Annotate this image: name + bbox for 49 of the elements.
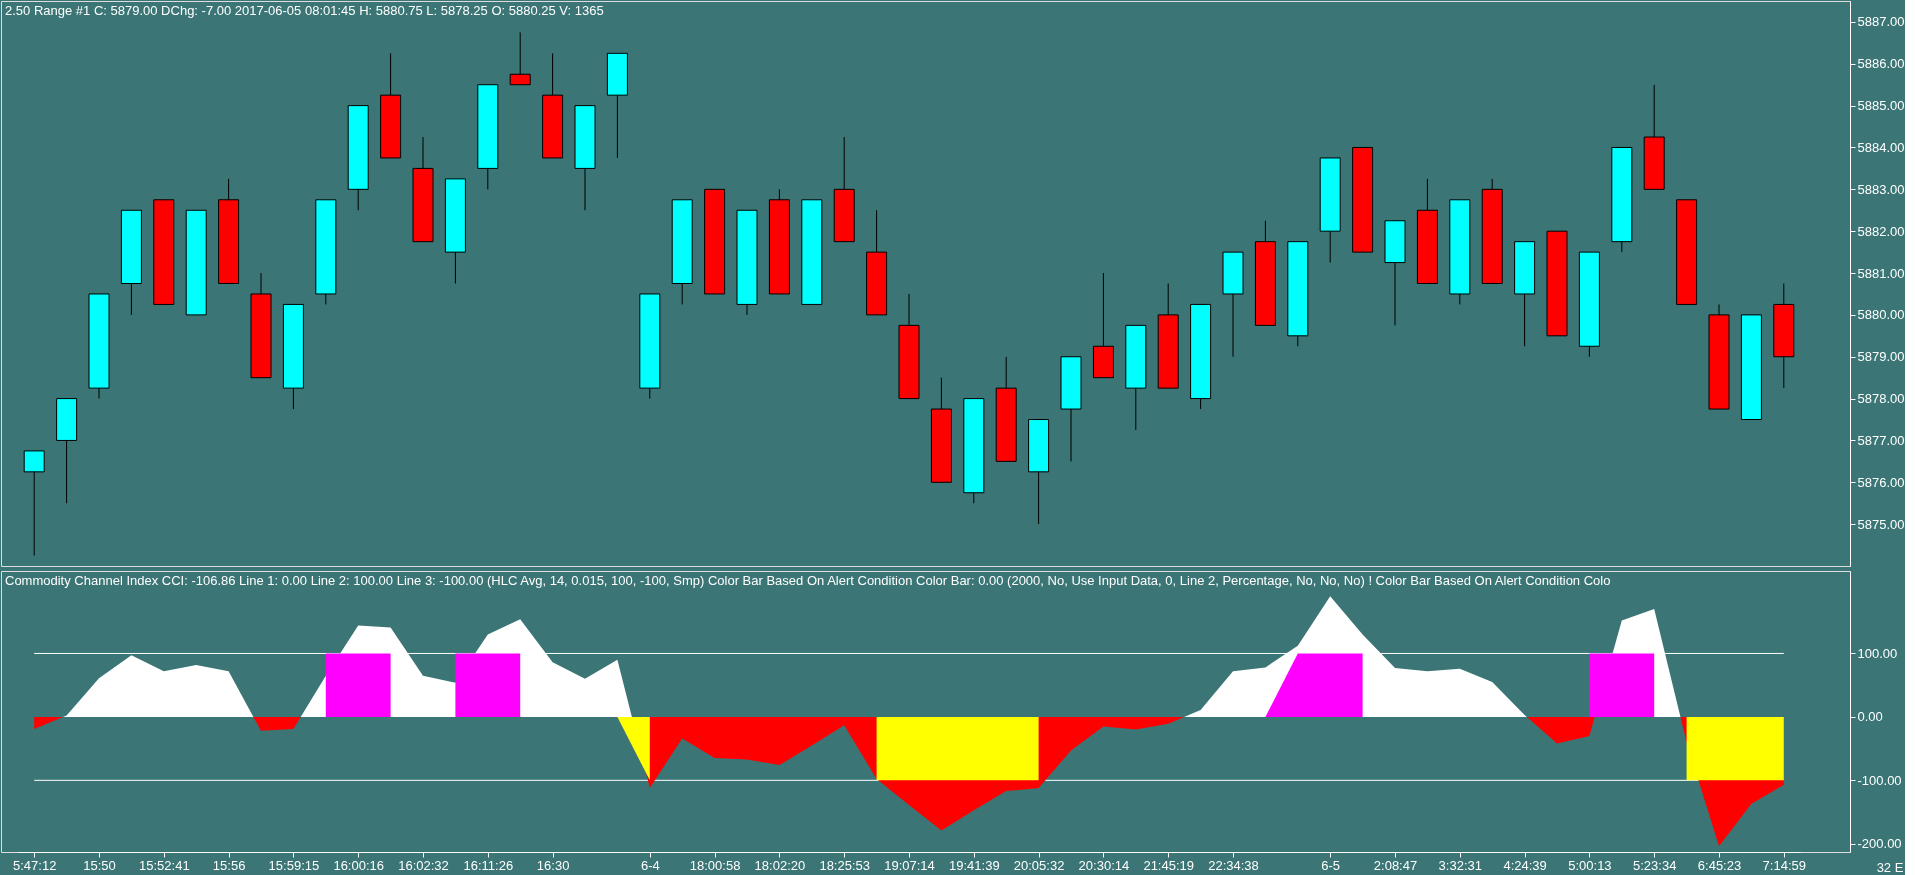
x-tick-label: 5:23:34: [1633, 857, 1677, 873]
x-tick-label: 19:41:39: [949, 857, 1000, 873]
y-tick-label: 100.00: [1857, 645, 1898, 661]
y-tick-label: 0.00: [1857, 709, 1883, 725]
x-tick-label: 21:45:19: [1143, 857, 1194, 873]
y-tick-label: 5885.00: [1857, 98, 1905, 114]
x-tick-label: 20:05:32: [1013, 857, 1065, 873]
x-tick-label: 6-4: [640, 857, 660, 873]
x-tick-label: 18:00:58: [689, 857, 741, 873]
y-tick-label: 5883.00: [1857, 181, 1905, 197]
x-tick-label: 22:34:38: [1208, 857, 1259, 873]
x-tick-label: 7:14:59: [1762, 857, 1806, 873]
chart-title: Commodity Channel Index CCI: -106.86 Line 1: 0.00 Line 2: 100.00 Line 3: -100.00 (HLC Avg, 14, 0.015, 100, -100, Smp) Color Bar Based On Alert Condition Color Bar: 0.00 (2000, No, Use Input Data, 0, Line 2, Percentage, No, No, No) ! Color Bar Based On Alert Condition Colo: [5, 573, 1611, 588]
x-tick-label: 16:11:26: [463, 857, 514, 873]
chart-title: 2.50 Range #1 C: 5879.00 DChg: -7.00 2017-06-05 08:01:45 H: 5880.75 L: 5878.25 O: 5880.25 V: 1365: [5, 3, 604, 18]
x-tick-label: 15:52:41: [139, 857, 190, 873]
y-tick-label: 5875.00: [1857, 516, 1905, 532]
y-tick-label: 5880.00: [1857, 307, 1905, 323]
x-tick-label: 20:30:14: [1078, 857, 1130, 873]
y-tick-label: 5884.00: [1857, 139, 1905, 155]
x-tick-label: 2:08:47: [1373, 857, 1418, 873]
y-tick-label: -200.00: [1857, 836, 1902, 852]
y-tick-label: 5881.00: [1857, 265, 1905, 281]
x-tick-label: 5:47:12: [13, 857, 57, 873]
x-tick-label: 5:00:13: [1568, 857, 1612, 873]
x-tick-label: 18:02:20: [754, 857, 806, 873]
x-tick-label: 15:56: [212, 857, 246, 873]
candlestick: [23, 450, 45, 557]
y-tick-label: 5876.00: [1857, 474, 1905, 490]
x-tick-label: 3:32:31: [1438, 857, 1482, 873]
candlestick: [509, 31, 531, 86]
x-tick-label: 6:45:23: [1697, 857, 1742, 873]
y-tick-label: 5887.00: [1857, 14, 1905, 30]
y-tick-label: 5882.00: [1857, 223, 1905, 239]
y-tick-label: 5879.00: [1857, 349, 1905, 365]
y-tick-label: -100.00: [1857, 772, 1902, 788]
y-tick-label: 5878.00: [1857, 391, 1905, 407]
y-tick-label: 5877.00: [1857, 432, 1905, 448]
x-tick-label: 16:00:16: [333, 857, 384, 873]
text: 32 E: [1876, 860, 1904, 875]
x-tick-label: 19:07:14: [884, 857, 935, 873]
x-tick-label: 15:50: [83, 857, 116, 873]
x-tick-label: 16:30: [536, 857, 570, 873]
x-tick-label: 18:25:53: [819, 857, 870, 873]
x-tick-label: 6-5: [1321, 857, 1341, 873]
x-tick-label: 16:02:32: [398, 857, 449, 873]
y-tick-label: 5886.00: [1857, 56, 1905, 72]
x-tick-label: 4:24:39: [1503, 857, 1547, 873]
x-tick-label: 15:59:15: [268, 857, 320, 873]
